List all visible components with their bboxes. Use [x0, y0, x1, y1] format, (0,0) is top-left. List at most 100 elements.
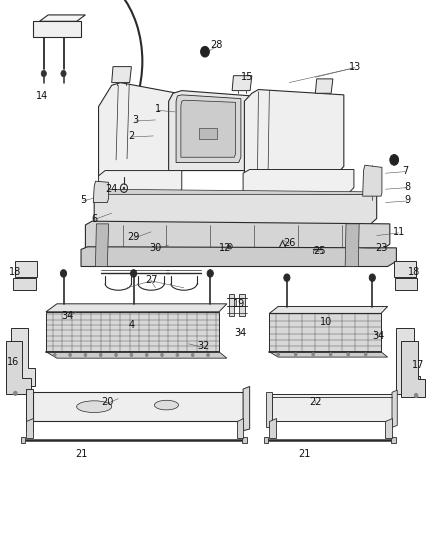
Polygon shape [93, 181, 109, 203]
Circle shape [191, 353, 194, 357]
Polygon shape [33, 392, 243, 421]
Polygon shape [266, 392, 272, 427]
Circle shape [99, 353, 102, 357]
Text: 24: 24 [106, 184, 118, 194]
Circle shape [277, 353, 279, 356]
Text: 20: 20 [101, 398, 113, 407]
Text: 7: 7 [402, 166, 408, 175]
Circle shape [115, 353, 117, 357]
Text: 22: 22 [309, 398, 321, 407]
Polygon shape [6, 341, 31, 394]
Text: 19: 19 [233, 299, 245, 309]
Polygon shape [85, 221, 390, 251]
Text: 18: 18 [9, 267, 21, 277]
Circle shape [14, 391, 17, 395]
Circle shape [69, 353, 71, 357]
Text: 17: 17 [412, 360, 424, 370]
Polygon shape [385, 418, 392, 438]
Polygon shape [269, 352, 388, 357]
Text: 1: 1 [155, 104, 161, 114]
Polygon shape [363, 165, 382, 196]
Polygon shape [243, 169, 354, 196]
Circle shape [53, 353, 56, 357]
Polygon shape [199, 128, 217, 139]
Polygon shape [242, 437, 247, 443]
Polygon shape [264, 437, 268, 443]
Polygon shape [345, 224, 359, 266]
Polygon shape [315, 79, 333, 93]
Circle shape [347, 353, 350, 356]
Text: 12: 12 [219, 243, 232, 253]
Text: 14: 14 [35, 91, 48, 101]
Polygon shape [46, 312, 219, 352]
Circle shape [369, 274, 375, 281]
Text: 34: 34 [235, 328, 247, 338]
Text: 6: 6 [91, 214, 97, 223]
Polygon shape [46, 304, 227, 312]
Circle shape [329, 353, 332, 356]
Ellipse shape [77, 401, 112, 413]
Polygon shape [395, 278, 417, 290]
Text: 2: 2 [128, 131, 134, 141]
Text: 34: 34 [373, 331, 385, 341]
Polygon shape [11, 328, 35, 386]
Polygon shape [46, 352, 227, 358]
Polygon shape [243, 386, 250, 431]
Polygon shape [272, 394, 392, 421]
Circle shape [145, 353, 148, 357]
Text: 21: 21 [75, 449, 87, 459]
Text: 28: 28 [211, 41, 223, 50]
Text: 15: 15 [241, 72, 254, 82]
Polygon shape [13, 278, 36, 290]
Polygon shape [391, 437, 396, 443]
Circle shape [161, 353, 163, 357]
Polygon shape [26, 389, 33, 431]
Text: 16: 16 [7, 358, 19, 367]
Circle shape [60, 270, 67, 277]
Polygon shape [94, 189, 377, 195]
Text: 27: 27 [145, 275, 157, 285]
Polygon shape [229, 294, 234, 316]
Text: 3: 3 [133, 115, 139, 125]
Text: 10: 10 [320, 318, 332, 327]
Circle shape [364, 353, 367, 356]
Polygon shape [21, 437, 25, 443]
Polygon shape [81, 247, 396, 266]
Polygon shape [396, 328, 420, 394]
Text: 30: 30 [149, 243, 162, 253]
Circle shape [176, 353, 179, 357]
Polygon shape [112, 67, 131, 83]
Text: 13: 13 [349, 62, 361, 71]
Text: 21: 21 [298, 449, 311, 459]
Circle shape [61, 70, 66, 77]
Text: 29: 29 [127, 232, 140, 242]
Circle shape [414, 393, 418, 398]
Circle shape [390, 155, 399, 165]
Polygon shape [394, 261, 416, 277]
Text: 25: 25 [314, 246, 326, 255]
Polygon shape [401, 341, 425, 397]
Polygon shape [232, 76, 252, 91]
Polygon shape [99, 83, 177, 176]
Circle shape [207, 270, 213, 277]
Text: 8: 8 [404, 182, 410, 191]
Circle shape [294, 353, 297, 356]
Polygon shape [239, 294, 245, 316]
Text: 32: 32 [198, 342, 210, 351]
Circle shape [312, 353, 314, 356]
Circle shape [131, 270, 137, 277]
Polygon shape [26, 418, 33, 438]
Circle shape [130, 353, 133, 357]
Polygon shape [15, 261, 37, 277]
Polygon shape [99, 171, 182, 197]
Circle shape [123, 187, 125, 189]
Polygon shape [169, 91, 252, 171]
Circle shape [41, 70, 46, 77]
Ellipse shape [154, 400, 178, 410]
Polygon shape [33, 21, 81, 37]
Polygon shape [94, 192, 377, 227]
Text: 11: 11 [392, 227, 405, 237]
Polygon shape [392, 390, 397, 427]
Circle shape [201, 46, 209, 57]
Text: 5: 5 [80, 195, 86, 205]
